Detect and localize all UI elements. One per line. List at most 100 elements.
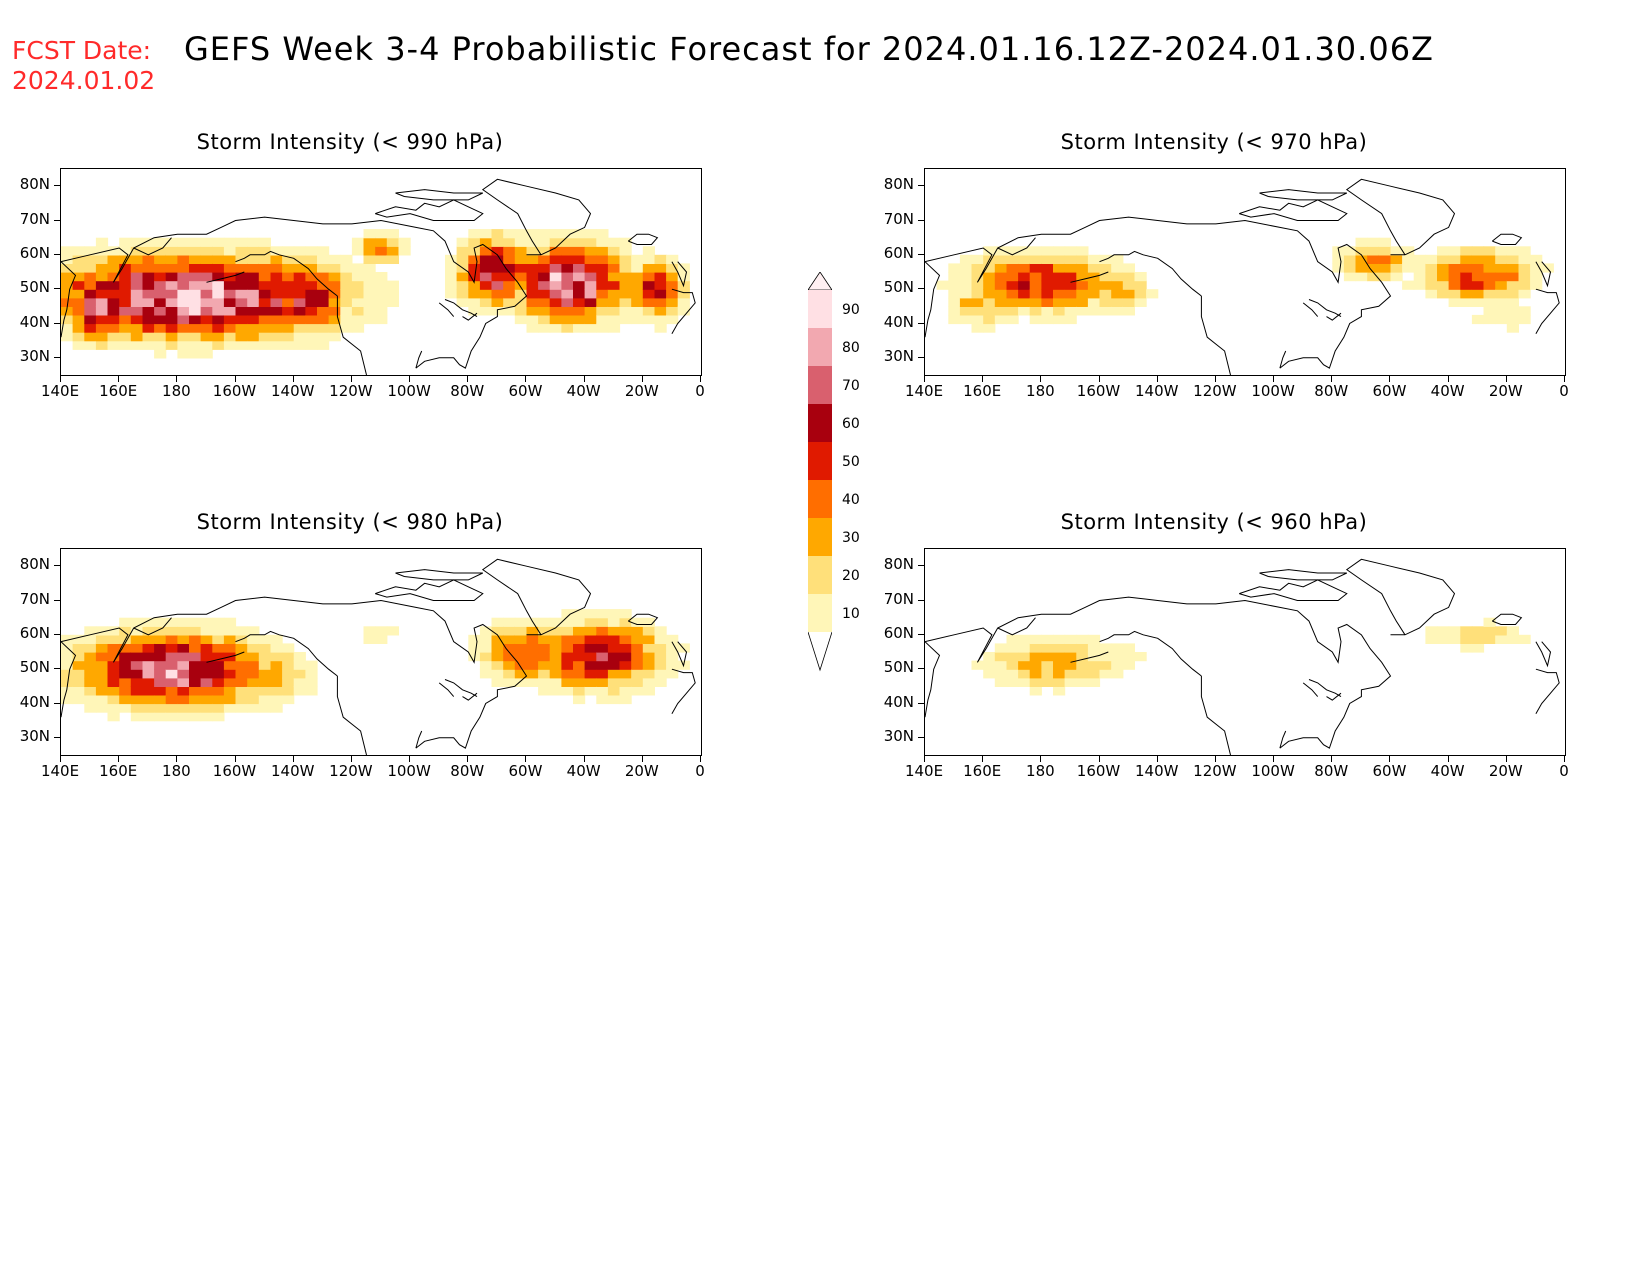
probability-cell [1053, 660, 1066, 670]
probability-cell [456, 246, 469, 256]
probability-cell [84, 297, 97, 307]
probability-cell [235, 272, 248, 282]
probability-cell [526, 229, 539, 239]
probability-cell [642, 686, 655, 696]
longitude-tick [176, 756, 178, 762]
probability-cell [526, 677, 539, 687]
probability-cell [177, 703, 190, 713]
probability-cell [1018, 306, 1031, 316]
probability-cell [666, 643, 679, 653]
probability-cell [573, 643, 586, 653]
probability-cell [247, 272, 260, 282]
probability-cell [549, 686, 562, 696]
probability-cell [130, 694, 143, 705]
probability-cell [223, 686, 237, 696]
probability-cell [526, 297, 539, 307]
probability-cell [642, 634, 655, 644]
probability-cell [119, 686, 132, 696]
probability-cell [328, 280, 341, 290]
coastline [627, 613, 659, 625]
probability-cell [142, 272, 155, 282]
probability-cell [491, 229, 504, 239]
probability-cell [72, 332, 85, 342]
probability-cell [654, 634, 667, 644]
probability-cell [561, 660, 574, 670]
probability-cell [1041, 254, 1054, 264]
probability-cell [95, 263, 109, 273]
probability-cell [270, 246, 283, 256]
probability-cell [305, 280, 318, 290]
probability-cell [503, 643, 516, 653]
probability-cell [119, 694, 132, 705]
probability-cell [994, 289, 1007, 299]
probability-cell [1018, 297, 1031, 307]
longitude-tick-label: 0 [695, 762, 705, 780]
probability-cell [491, 652, 504, 662]
probability-cell [258, 694, 271, 705]
probability-cell [1134, 272, 1147, 282]
probability-cell [212, 332, 225, 342]
latitude-tick-label: 30N [883, 726, 914, 745]
probability-cell [84, 652, 97, 662]
probability-cell [212, 280, 225, 290]
longitude-tick-label: 100W [387, 382, 431, 400]
longitude-tick [1098, 756, 1100, 762]
probability-cell [72, 686, 85, 696]
probability-cell [468, 306, 481, 316]
coastline [444, 299, 478, 318]
coastline [438, 302, 455, 317]
coastline [1326, 312, 1342, 321]
probability-cell [1122, 643, 1135, 653]
probability-cell [503, 237, 516, 247]
probability-cell [212, 340, 225, 350]
probability-cell [549, 652, 562, 662]
longitude-tick [1564, 756, 1565, 762]
probability-cell [142, 280, 155, 290]
probability-cell [983, 323, 996, 333]
probability-cell [200, 669, 213, 679]
coastline [1070, 651, 1109, 663]
probability-cell [177, 332, 190, 342]
probability-cell [1471, 272, 1485, 282]
probability-cell [1518, 280, 1531, 290]
probability-cell [317, 314, 330, 325]
probability-cell [526, 246, 539, 256]
probability-cell [305, 323, 318, 333]
probability-cell [177, 237, 190, 247]
probability-cell [642, 246, 655, 256]
probability-cell [72, 306, 85, 316]
probability-cell [1448, 272, 1461, 282]
probability-cell [130, 289, 143, 299]
probability-cell [223, 297, 237, 307]
probability-cell [1053, 246, 1066, 256]
probability-cell [72, 280, 85, 290]
probability-cell [1076, 254, 1089, 264]
probability-cell [573, 272, 586, 282]
probability-cell [189, 263, 202, 273]
longitude-tick [1564, 376, 1565, 382]
probability-cell [154, 703, 167, 713]
probability-cell [293, 306, 306, 316]
probability-cell [596, 669, 609, 679]
probability-cell [994, 272, 1007, 282]
probability-cell [293, 323, 306, 333]
probability-cell [456, 237, 469, 247]
probability-cell [130, 626, 143, 636]
probability-cell [177, 340, 190, 350]
longitude-tick [1040, 756, 1042, 762]
probability-cell [619, 669, 632, 679]
probability-cell [596, 323, 609, 333]
probability-cell [282, 306, 295, 316]
probability-cell [584, 669, 597, 679]
probability-cell [596, 626, 609, 636]
probability-cell [258, 686, 271, 696]
probability-cell [165, 694, 178, 705]
probability-cell [1355, 246, 1368, 256]
probability-cell [1471, 643, 1485, 653]
probability-cell [142, 634, 155, 644]
probability-cell [607, 617, 621, 627]
probability-cell [72, 263, 85, 273]
probability-cell [61, 289, 74, 299]
probability-cell [1041, 652, 1054, 662]
probability-cell [983, 660, 996, 670]
